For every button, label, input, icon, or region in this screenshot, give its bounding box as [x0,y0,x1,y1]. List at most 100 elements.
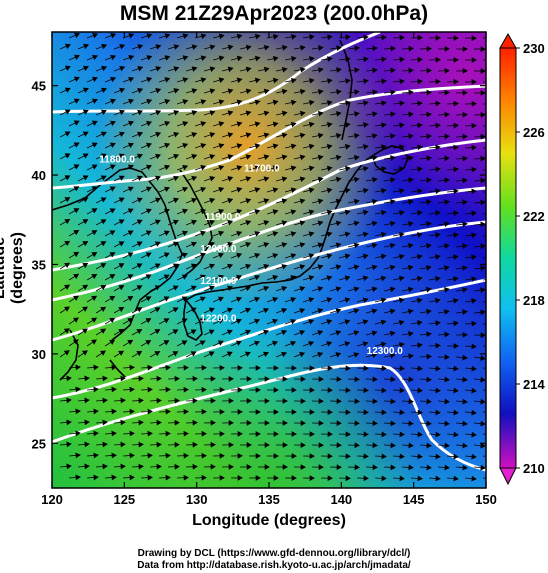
wind-arrow-head [192,463,198,470]
wind-arrow-head [91,273,98,280]
wind-arrow-head [119,65,126,72]
wind-arrow-head [82,241,89,247]
wind-arrow-head [453,78,459,85]
wind-arrow-head [218,274,224,281]
wind-arrow-head [299,176,306,183]
wind-arrow-head [399,188,405,194]
wind-arrow-head [308,253,315,259]
wind-arrow-head [417,232,423,238]
wind-arrow-head [417,144,423,151]
wind-arrow-head [245,110,252,117]
wind-arrow-head [462,331,468,338]
wind-arrow-head [66,441,72,448]
wind-arrow-head [100,197,107,203]
wind-arrow-head [136,175,143,181]
wind-arrow-head [300,45,306,51]
wind-arrow-head [219,364,225,371]
wind-arrow-head [255,475,261,481]
wind-arrow-head [281,110,288,117]
wind-arrow-head [145,340,152,346]
wind-arrow-head [417,475,423,482]
wind-arrow-head [362,275,369,282]
wind-arrow-head [490,389,494,393]
wind-arrow-head [308,319,315,325]
wind-arrow-head [163,208,170,214]
wind-arrow-head [200,121,207,127]
wind-arrow-head [417,122,423,129]
wind-arrow-head [380,275,387,282]
wind-arrow-head [444,398,450,405]
wind-arrow-head [64,219,71,225]
wind-arrow-head [109,274,116,280]
wind-arrow-head [390,420,396,427]
wind-arrow-head [235,340,242,346]
wind-arrow-head [264,376,270,382]
wind-arrow-head [318,464,324,471]
wind-arrow-head [453,453,459,460]
wind-arrow-head [263,110,270,117]
wind-arrow-head [435,365,441,372]
wind-arrow-head [417,320,423,326]
wind-arrow-head [462,420,468,427]
wind-arrow-head [209,44,216,51]
wind-arrow-head [165,408,171,415]
wind-arrow-head [398,275,405,282]
wind-arrow-head [480,155,486,162]
wind-arrow-head [317,220,324,227]
wind-arrow-head [372,442,378,449]
wind-arrow-head [154,351,161,357]
contour-label: 12200.0 [200,314,237,325]
wind-arrow-head [299,242,306,248]
wind-arrow-shaft [483,345,486,347]
wind-arrow-head [118,153,125,159]
wind-arrow-head [408,45,414,52]
wind-arrow-head [209,88,216,94]
wind-arrow-head [129,452,135,459]
wind-arrow-head [75,452,81,459]
wind-arrow-head [480,332,486,339]
wind-arrow-head [399,453,405,460]
wind-arrow-head [146,164,152,171]
wind-arrow-head [245,198,252,204]
wind-arrow-head [74,32,81,39]
wind-arrow-head [138,441,144,448]
wind-arrow-head [453,232,459,238]
wind-arrow-head [309,56,315,62]
wind-arrow-head [408,242,414,249]
wind-arrow-head [299,198,306,205]
wind-arrow-head [255,409,261,415]
wind-arrow-head [371,352,378,359]
wind-arrow-head [336,442,342,449]
wind-arrow-shaft [483,169,486,171]
wind-arrow-head [318,398,324,405]
wind-arrow-head [245,66,252,73]
wind-arrow-head [91,339,97,345]
wind-arrow-head [100,284,107,291]
wind-arrow-head [353,286,360,292]
wind-arrow-head [245,132,252,138]
y-tick-label: 30 [32,347,46,362]
wind-arrow-head [226,307,233,313]
wind-arrow-head [345,365,351,372]
wind-arrow-head [362,209,369,216]
wind-arrow-head [345,387,351,394]
wind-arrow-head [91,186,98,192]
wind-arrow-head [290,187,297,193]
wind-arrow-head [281,307,288,314]
ryukyu-chain [109,359,127,379]
wind-arrow-head [253,340,260,346]
wind-arrow-head [281,286,288,292]
wind-arrow-head [219,386,225,393]
wind-arrow-head [75,364,81,371]
wind-arrow-head [317,264,324,270]
wind-arrow-head [218,187,225,193]
wind-arrow-head [118,197,125,203]
y-axis-ticks: 25 30 35 40 45 [32,79,486,451]
wind-arrow-head [254,318,260,325]
wind-arrow-head [426,420,432,427]
wind-arrow-head [236,143,243,149]
wind-arrow-head [425,286,432,293]
wind-arrow-head [362,319,369,325]
wind-arrow-head [426,67,432,74]
continent-coast [52,167,183,341]
